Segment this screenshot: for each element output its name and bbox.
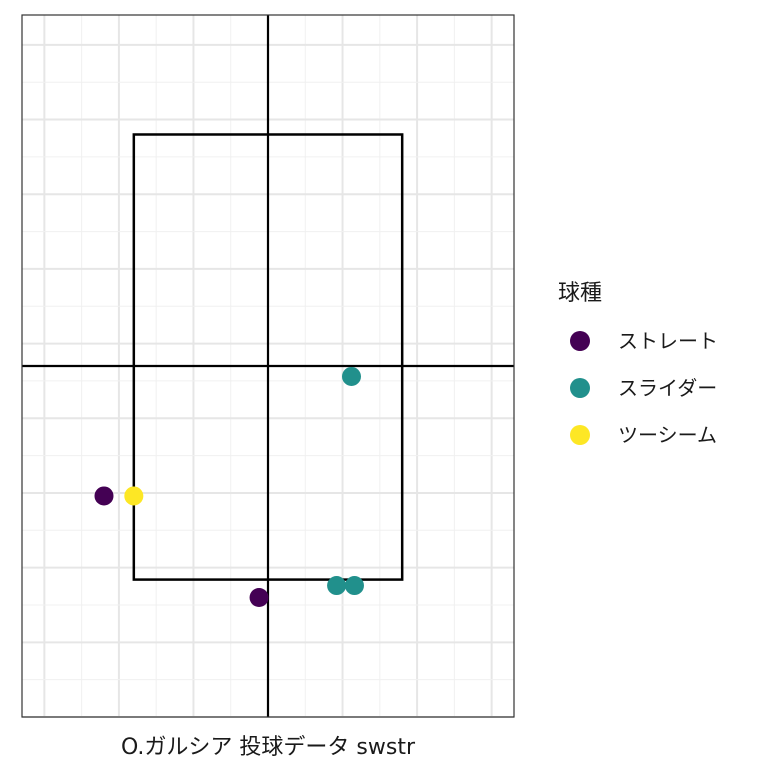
- data-point: [327, 576, 347, 596]
- data-point: [249, 588, 269, 608]
- legend-swatch: [570, 378, 590, 398]
- x-axis-label: O.ガルシア 投球データ swstr: [121, 735, 416, 760]
- strike-zone-layer: [22, 15, 514, 717]
- legend-label: ツーシーム: [618, 423, 717, 447]
- data-point: [344, 576, 364, 596]
- data-points: [94, 366, 364, 608]
- data-point: [341, 366, 361, 386]
- legend-label: スライダー: [618, 376, 717, 400]
- data-point: [94, 486, 114, 506]
- panel-border: [21, 14, 515, 718]
- legend-label: ストレート: [618, 329, 718, 353]
- legend-swatch: [570, 425, 590, 445]
- legend-title: 球種: [558, 281, 602, 306]
- legend-swatch: [570, 331, 590, 351]
- data-point: [124, 486, 144, 506]
